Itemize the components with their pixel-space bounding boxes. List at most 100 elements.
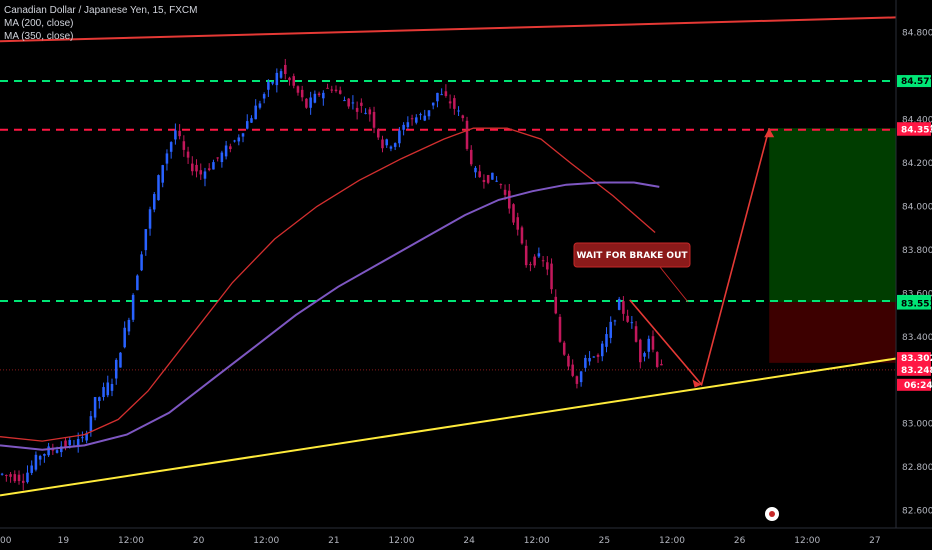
moving-averages <box>0 127 660 451</box>
candle-body <box>9 474 12 477</box>
candle-body <box>292 76 296 86</box>
time-tick-label: 12:00 <box>524 536 550 546</box>
candle-body <box>26 472 29 483</box>
candle-body <box>258 103 262 108</box>
candle-body <box>592 356 596 358</box>
arrowhead-up <box>764 128 775 138</box>
countdown-tag <box>897 378 931 391</box>
candle-body <box>300 89 304 98</box>
price-axis <box>896 0 932 550</box>
candle-body <box>478 171 481 178</box>
candle-body <box>220 152 224 163</box>
candle-body <box>330 89 334 91</box>
candle-body <box>60 446 63 453</box>
candle-body <box>140 254 143 271</box>
price-tag <box>897 75 931 88</box>
candle-body <box>381 139 384 149</box>
candle-body <box>596 354 600 357</box>
candle-body <box>368 109 372 115</box>
candle-body <box>516 217 520 230</box>
candle-body <box>465 120 469 149</box>
ma200-line <box>0 127 656 442</box>
time-tick-label: 25 <box>599 536 610 546</box>
candle-body <box>364 112 367 114</box>
candle-body <box>106 382 110 396</box>
ma350-legend: MA (350, close) <box>4 31 74 42</box>
candle-body <box>588 358 591 362</box>
candle-body <box>127 319 131 332</box>
candle-body <box>38 455 42 460</box>
candle-body <box>199 170 203 175</box>
candle-body <box>207 168 211 170</box>
price-tag <box>897 363 931 376</box>
candle-body <box>486 175 490 183</box>
ma350-line <box>0 181 660 451</box>
candle-body <box>250 118 253 123</box>
candle-body <box>385 139 388 146</box>
price-tag-label: 83.248 <box>901 366 932 376</box>
candle-body <box>0 473 4 475</box>
candle-body <box>195 164 198 172</box>
time-tick-label: 27 <box>869 536 880 546</box>
candle-body <box>389 146 393 149</box>
price-tag <box>897 297 931 310</box>
candle-body <box>224 145 228 157</box>
annotation-callout[interactable]: WAIT FOR BRAKE OUT <box>573 242 691 303</box>
candle-body <box>317 93 321 96</box>
candle-body <box>296 86 300 93</box>
candle-body <box>461 115 465 119</box>
candle-body <box>393 143 397 147</box>
candle-body <box>402 124 405 130</box>
candle-body <box>482 179 486 183</box>
price-tick-label: 83.800 <box>902 246 932 256</box>
candle-body <box>347 98 350 107</box>
support-trendline <box>0 357 897 497</box>
candle-body <box>47 446 50 456</box>
candle-body <box>474 167 477 173</box>
replay-icon-dot <box>769 511 775 517</box>
price-tick-label: 83.600 <box>902 289 932 299</box>
time-tick-label: 21 <box>328 536 339 546</box>
time-tick-label: 12:00 <box>794 536 820 546</box>
projection-path <box>629 127 770 387</box>
candle-body <box>609 321 612 338</box>
callout-box <box>573 242 691 268</box>
candle-body <box>508 190 511 209</box>
candle-body <box>622 301 625 314</box>
candle-body <box>322 92 325 99</box>
candle-body <box>262 94 266 99</box>
candle-body <box>495 180 498 182</box>
candle-body <box>541 260 545 262</box>
countdown-label: 06:24 <box>904 381 932 391</box>
candle-body <box>415 117 418 123</box>
candle-body <box>537 253 541 257</box>
candle-body <box>34 454 38 470</box>
candle-body <box>410 118 414 120</box>
candle-body <box>81 437 84 439</box>
time-tick-label: 12:00 <box>659 536 685 546</box>
candle-body <box>326 87 329 89</box>
candle-body <box>43 454 46 456</box>
candle-body <box>605 334 608 347</box>
candle-body <box>245 121 249 129</box>
time-tick-label: 26 <box>734 536 746 546</box>
candle-body <box>584 357 587 368</box>
candle-body <box>660 363 663 366</box>
candle-body <box>51 449 55 451</box>
candle-body <box>491 172 494 180</box>
candle-body <box>144 229 148 251</box>
price-tag-label: 83.302 <box>901 354 932 364</box>
candle-body <box>102 387 105 398</box>
candle-body <box>651 336 655 350</box>
candle-body <box>152 194 156 210</box>
price-tick-label: 83.400 <box>902 333 932 343</box>
candle-body <box>64 440 67 447</box>
risk-reward-zones <box>769 128 896 363</box>
candle-body <box>546 262 549 270</box>
candle-body <box>241 133 245 137</box>
candle-body <box>119 352 122 368</box>
candle-body <box>275 72 279 86</box>
candle-body <box>110 384 114 391</box>
time-axis <box>0 528 932 550</box>
